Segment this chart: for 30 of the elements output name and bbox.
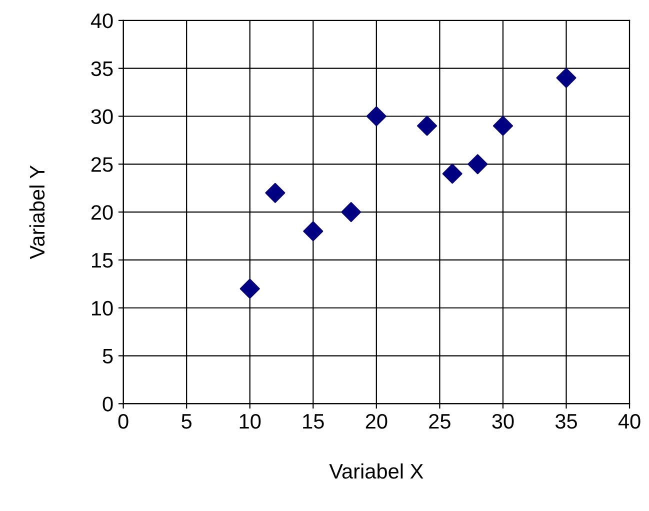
x-tick-label: 30 — [492, 414, 514, 429]
x-tick-label: 0 — [118, 414, 128, 429]
point — [240, 278, 260, 299]
y-tick-label: 30 — [91, 109, 113, 124]
point — [265, 182, 286, 203]
point — [468, 154, 488, 174]
y-tick-label: 10 — [92, 300, 113, 316]
x-tick-label: 25 — [429, 414, 450, 429]
x-tick-label: 35 — [555, 414, 577, 429]
x-tick-label: 15 — [303, 414, 324, 429]
y-tick-label: 20 — [91, 205, 113, 220]
y-tick-label: 5 — [102, 349, 113, 364]
x-tick-label: 5 — [182, 414, 192, 429]
point — [366, 106, 386, 126]
point — [303, 221, 324, 242]
point — [417, 116, 438, 136]
x-tick-label: 40 — [618, 414, 640, 429]
y-tick-label: 25 — [91, 157, 113, 172]
y-tick-label: 0 — [102, 396, 113, 412]
x-tick-label: 20 — [366, 414, 388, 429]
point — [442, 164, 462, 184]
y-tick-label: 35 — [91, 61, 113, 76]
point — [556, 68, 576, 88]
x-tick-label: 10 — [240, 414, 261, 429]
y-axis-title: Variabel Y — [29, 165, 45, 260]
point — [341, 202, 362, 222]
y-tick-label: 15 — [92, 253, 113, 268]
point — [492, 116, 513, 136]
y-tick-label: 40 — [90, 13, 113, 28]
x-axis-title: Variabel X — [329, 463, 424, 479]
